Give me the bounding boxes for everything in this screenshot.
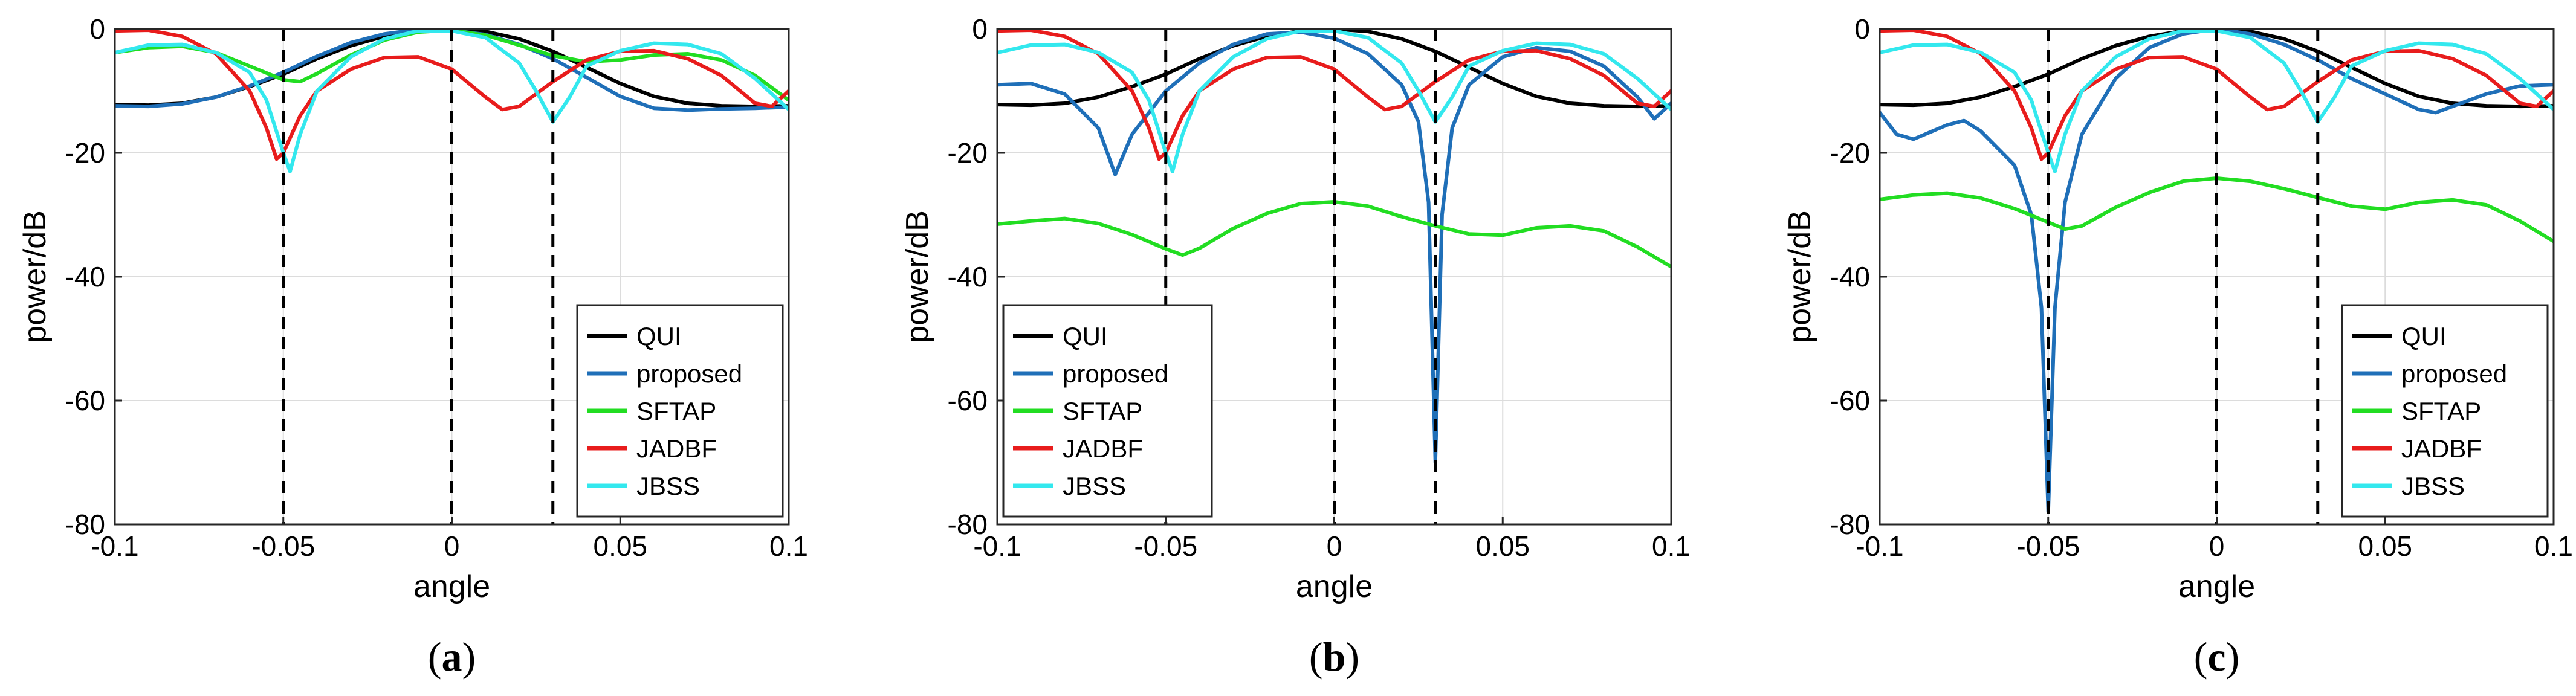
series-line-sftap — [1880, 176, 2554, 243]
x-tick-label: -0.1 — [1856, 530, 1903, 562]
chart-panel-a: -0.1 -0.05 0 0.05 0.1 0 -20 -40 -60 -80 angle power… — [18, 13, 808, 680]
x-tick-label: 0.1 — [1652, 530, 1691, 562]
x-tick-label: 0.05 — [593, 530, 647, 562]
legend-entry-proposed: proposed — [2401, 359, 2507, 388]
legend: QUI proposed SFTAP JADBF JBSS — [1002, 304, 1213, 518]
y-tick-label: -40 — [65, 261, 105, 292]
x-tick-label: 0 — [444, 530, 460, 562]
x-tick-label: -0.1 — [973, 530, 1021, 562]
y-tick-label: -60 — [65, 385, 105, 416]
x-tick-label: 0.05 — [1475, 530, 1530, 562]
chart-panel-b: -0.1 -0.05 0 0.05 0.1 0 -20 -40 -60 -80 angle power… — [900, 13, 1691, 680]
y-tick-label: -60 — [1830, 385, 1870, 416]
y-tick-label: -20 — [1830, 137, 1870, 169]
legend-entry-sftap: SFTAP — [1063, 397, 1142, 425]
series-line-qui — [1880, 29, 2554, 109]
x-tick-label: 0.1 — [769, 530, 808, 562]
y-tick-label: -20 — [948, 137, 988, 169]
x-tick-label: 0 — [2209, 530, 2225, 562]
x-tick-label: -0.05 — [251, 530, 315, 562]
x-axis-label: angle — [2178, 569, 2255, 604]
legend: QUI proposed SFTAP JADBF JBSS — [576, 304, 784, 518]
series-line-jbss — [997, 29, 1671, 173]
series-line-jbss — [115, 29, 789, 173]
panel-label: (a) — [428, 634, 476, 680]
legend: QUI proposed SFTAP JADBF JBSS — [2341, 304, 2549, 518]
panel-label-letter: c — [2207, 634, 2225, 680]
panel-label: (c) — [2194, 634, 2240, 680]
legend-entry-jbss: JBSS — [2401, 472, 2465, 500]
y-tick-label: -20 — [65, 137, 105, 169]
series-line-jadbf — [997, 29, 1671, 161]
y-tick-label: -60 — [948, 385, 988, 416]
y-tick-label: -40 — [948, 261, 988, 292]
legend-entry-qui: QUI — [2401, 322, 2447, 350]
series-line-qui — [997, 29, 1671, 109]
x-tick-label: -0.1 — [91, 530, 138, 562]
legend-entry-qui: QUI — [636, 322, 682, 350]
panel-label: (b) — [1309, 634, 1359, 680]
x-tick-label: -0.05 — [1134, 530, 1197, 562]
x-axis-label: angle — [1296, 569, 1373, 604]
chart-panel-c: -0.1 -0.05 0 0.05 0.1 0 -20 -40 -60 -80 angle power… — [1782, 13, 2573, 680]
series-line-jbss — [1880, 29, 2554, 173]
legend-entry-proposed: proposed — [636, 359, 742, 388]
series-line-jadbf — [1880, 29, 2554, 161]
legend-entry-jbss: JBSS — [1063, 472, 1126, 500]
y-tick-label: -80 — [65, 509, 105, 540]
y-tick-label: 0 — [972, 13, 988, 45]
legend-entry-jbss: JBSS — [636, 472, 700, 500]
x-tick-label: 0.1 — [2534, 530, 2573, 562]
legend-entry-qui: QUI — [1063, 322, 1108, 350]
legend-entry-jadbf: JADBF — [1063, 434, 1143, 463]
legend-entry-sftap: SFTAP — [2401, 397, 2481, 425]
x-tick-label: -0.05 — [2016, 530, 2080, 562]
x-tick-label: 0.05 — [2358, 530, 2412, 562]
y-tick-label: 0 — [1854, 13, 1870, 45]
panel-label-letter: b — [1323, 634, 1346, 680]
series-line-proposed — [997, 30, 1671, 465]
x-axis-label: angle — [413, 569, 490, 604]
y-axis-label: power/dB — [18, 210, 53, 343]
x-tick-label: 0 — [1327, 530, 1342, 562]
y-axis-label: power/dB — [900, 210, 935, 343]
legend-entry-jadbf: JADBF — [2401, 434, 2482, 463]
series-line-jadbf — [115, 29, 789, 161]
legend-entry-proposed: proposed — [1063, 359, 1168, 388]
legend-entry-jadbf: JADBF — [636, 434, 717, 463]
y-tick-label: -80 — [948, 509, 988, 540]
y-tick-label: -40 — [1830, 261, 1870, 292]
y-tick-label: 0 — [89, 13, 105, 45]
y-tick-label: -80 — [1830, 509, 1870, 540]
y-axis-label: power/dB — [1782, 210, 1817, 343]
series-line-sftap — [997, 200, 1671, 269]
legend-entry-sftap: SFTAP — [636, 397, 716, 425]
panel-label-letter: a — [442, 634, 462, 680]
